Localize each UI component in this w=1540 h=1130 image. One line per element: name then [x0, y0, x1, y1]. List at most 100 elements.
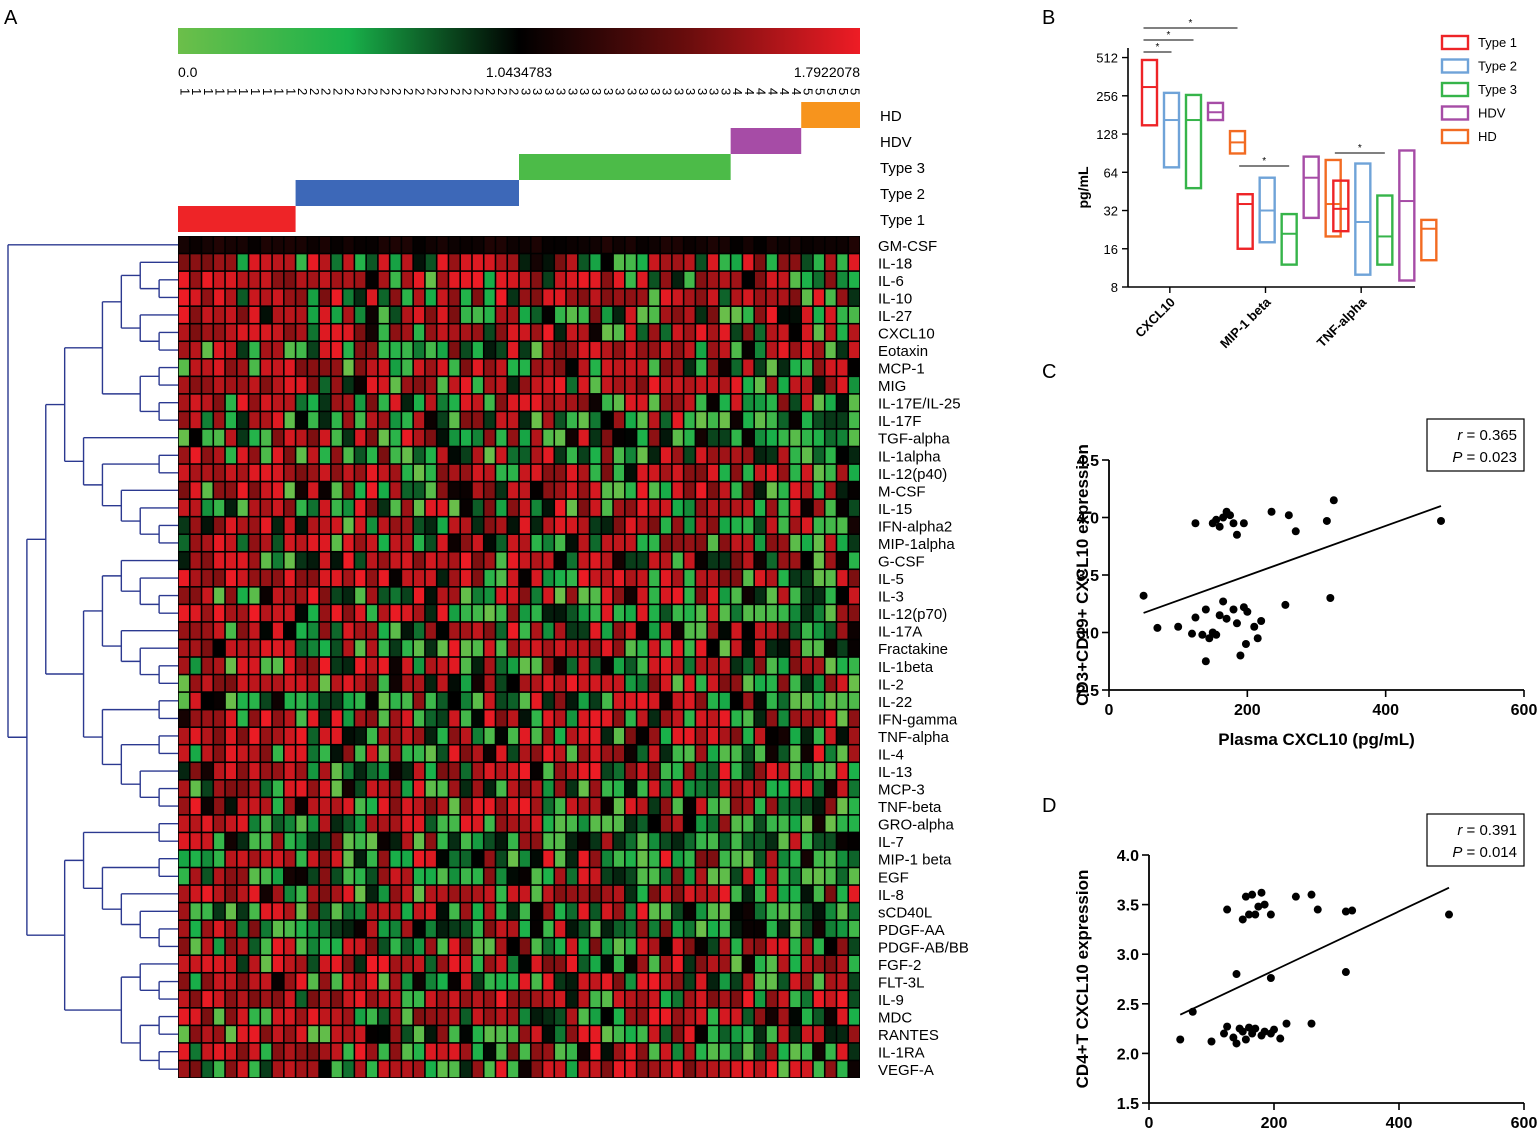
heatmap-cell	[261, 640, 272, 657]
heatmap-cell	[519, 447, 530, 464]
heatmap-cell	[284, 1061, 295, 1078]
heatmap-panel: 0.0 1.0434783 1.7922078 111111111122222222…	[7, 28, 969, 1079]
heatmap-cell	[672, 342, 683, 358]
heatmap-cell	[249, 482, 260, 499]
heatmap-cell	[272, 1043, 284, 1060]
heatmap-cell	[425, 710, 436, 727]
heatmap-cell	[719, 517, 730, 534]
heatmap-cell	[366, 271, 378, 288]
heatmap-cell	[602, 1061, 613, 1078]
heatmap-cell	[637, 394, 648, 411]
heatmap-cell	[366, 570, 378, 587]
heatmap-cell	[802, 815, 813, 832]
heatmap-cell	[237, 289, 248, 306]
heatmap-cell	[649, 377, 660, 394]
heatmap-cell	[331, 692, 342, 709]
heatmap-cell	[378, 587, 389, 604]
heatmap-cell	[649, 903, 660, 920]
heatmap-cell	[355, 727, 366, 744]
heatmap-cell	[719, 447, 730, 464]
heatmap-cell	[496, 1043, 507, 1060]
heatmap-cell	[496, 622, 507, 639]
heatmap-cell	[378, 1026, 389, 1043]
heatmap-cell	[578, 745, 589, 762]
heatmap-cell	[613, 289, 625, 306]
heatmap-cell	[813, 605, 824, 622]
heatmap-cell	[284, 429, 295, 446]
heatmap-cell	[555, 482, 566, 499]
heatmap-cell	[672, 956, 683, 972]
heatmap-cell	[590, 429, 601, 446]
heatmap-cell	[331, 640, 342, 657]
heatmap-cell	[707, 1043, 719, 1060]
heatmap-cell	[272, 622, 284, 639]
row-label: sCD40L	[878, 904, 932, 921]
heatmap-cell	[731, 447, 742, 464]
heatmap-cell	[743, 903, 754, 920]
heatmap-cell	[707, 868, 719, 885]
heatmap-cell	[461, 447, 472, 464]
heatmap-cell	[531, 868, 542, 885]
heatmap-cell	[790, 605, 801, 622]
heatmap-cell	[684, 640, 695, 657]
heatmap-cell	[437, 359, 448, 376]
heatmap-cell	[437, 640, 448, 657]
heatmap-cell	[437, 868, 448, 885]
heatmap-cell	[214, 920, 225, 937]
heatmap-cell	[413, 605, 425, 622]
heatmap-cell	[578, 885, 589, 902]
heatmap-cell	[496, 605, 507, 622]
heatmap-cell	[508, 236, 519, 253]
heatmap-cell	[390, 499, 401, 516]
heatmap-cell	[402, 412, 413, 429]
heatmap-cell	[778, 605, 789, 622]
heatmap-cell	[249, 535, 260, 551]
heatmap-cell	[378, 640, 389, 657]
heatmap-cell	[543, 798, 554, 815]
heatmap-cell	[566, 780, 577, 797]
heatmap-cell	[272, 956, 284, 972]
heatmap-cell	[308, 973, 319, 990]
heatmap-cell	[413, 271, 425, 288]
heatmap-cell	[660, 622, 672, 639]
heatmap-cell	[696, 868, 707, 885]
heatmap-cell	[284, 324, 295, 341]
heatmap-cell	[202, 973, 213, 990]
heatmap-cell	[508, 850, 519, 867]
heatmap-cell	[849, 324, 860, 341]
heatmap-cell	[319, 412, 331, 429]
heatmap-cell	[331, 236, 342, 253]
heatmap-cell	[378, 552, 389, 569]
heatmap-cell	[684, 464, 695, 481]
heatmap-cell	[555, 499, 566, 516]
heatmap-cell	[261, 956, 272, 972]
heatmap-cell	[531, 1043, 542, 1060]
heatmap-cell	[390, 868, 401, 885]
heatmap-cell	[413, 412, 425, 429]
heatmap-cell	[813, 289, 824, 306]
heatmap-cell	[190, 991, 201, 1008]
heatmap-cell	[743, 780, 754, 797]
heatmap-cell	[425, 903, 436, 920]
heatmap-cell	[754, 710, 766, 727]
heatmap-cell	[190, 359, 201, 376]
heatmap-cell	[402, 657, 413, 674]
heatmap-cell	[531, 692, 542, 709]
heatmap-cell	[613, 429, 625, 446]
heatmap-cell	[696, 727, 707, 744]
row-label: MIP-1alpha	[878, 536, 955, 553]
heatmap-cell	[766, 517, 777, 534]
heatmap-cell	[590, 763, 601, 779]
heatmap-cell	[261, 306, 272, 323]
heatmap-cell	[625, 745, 636, 762]
heatmap-cell	[519, 236, 530, 253]
heatmap-cell	[707, 324, 719, 341]
heatmap-cell	[343, 815, 354, 832]
heatmap-cell	[719, 289, 730, 306]
heatmap-cell	[719, 324, 730, 341]
heatmap-cell	[825, 1061, 836, 1078]
heatmap-cell	[496, 657, 507, 674]
heatmap-cell	[449, 710, 460, 727]
row-label: PDGF-AA	[878, 922, 945, 939]
heatmap-cell	[637, 675, 648, 692]
